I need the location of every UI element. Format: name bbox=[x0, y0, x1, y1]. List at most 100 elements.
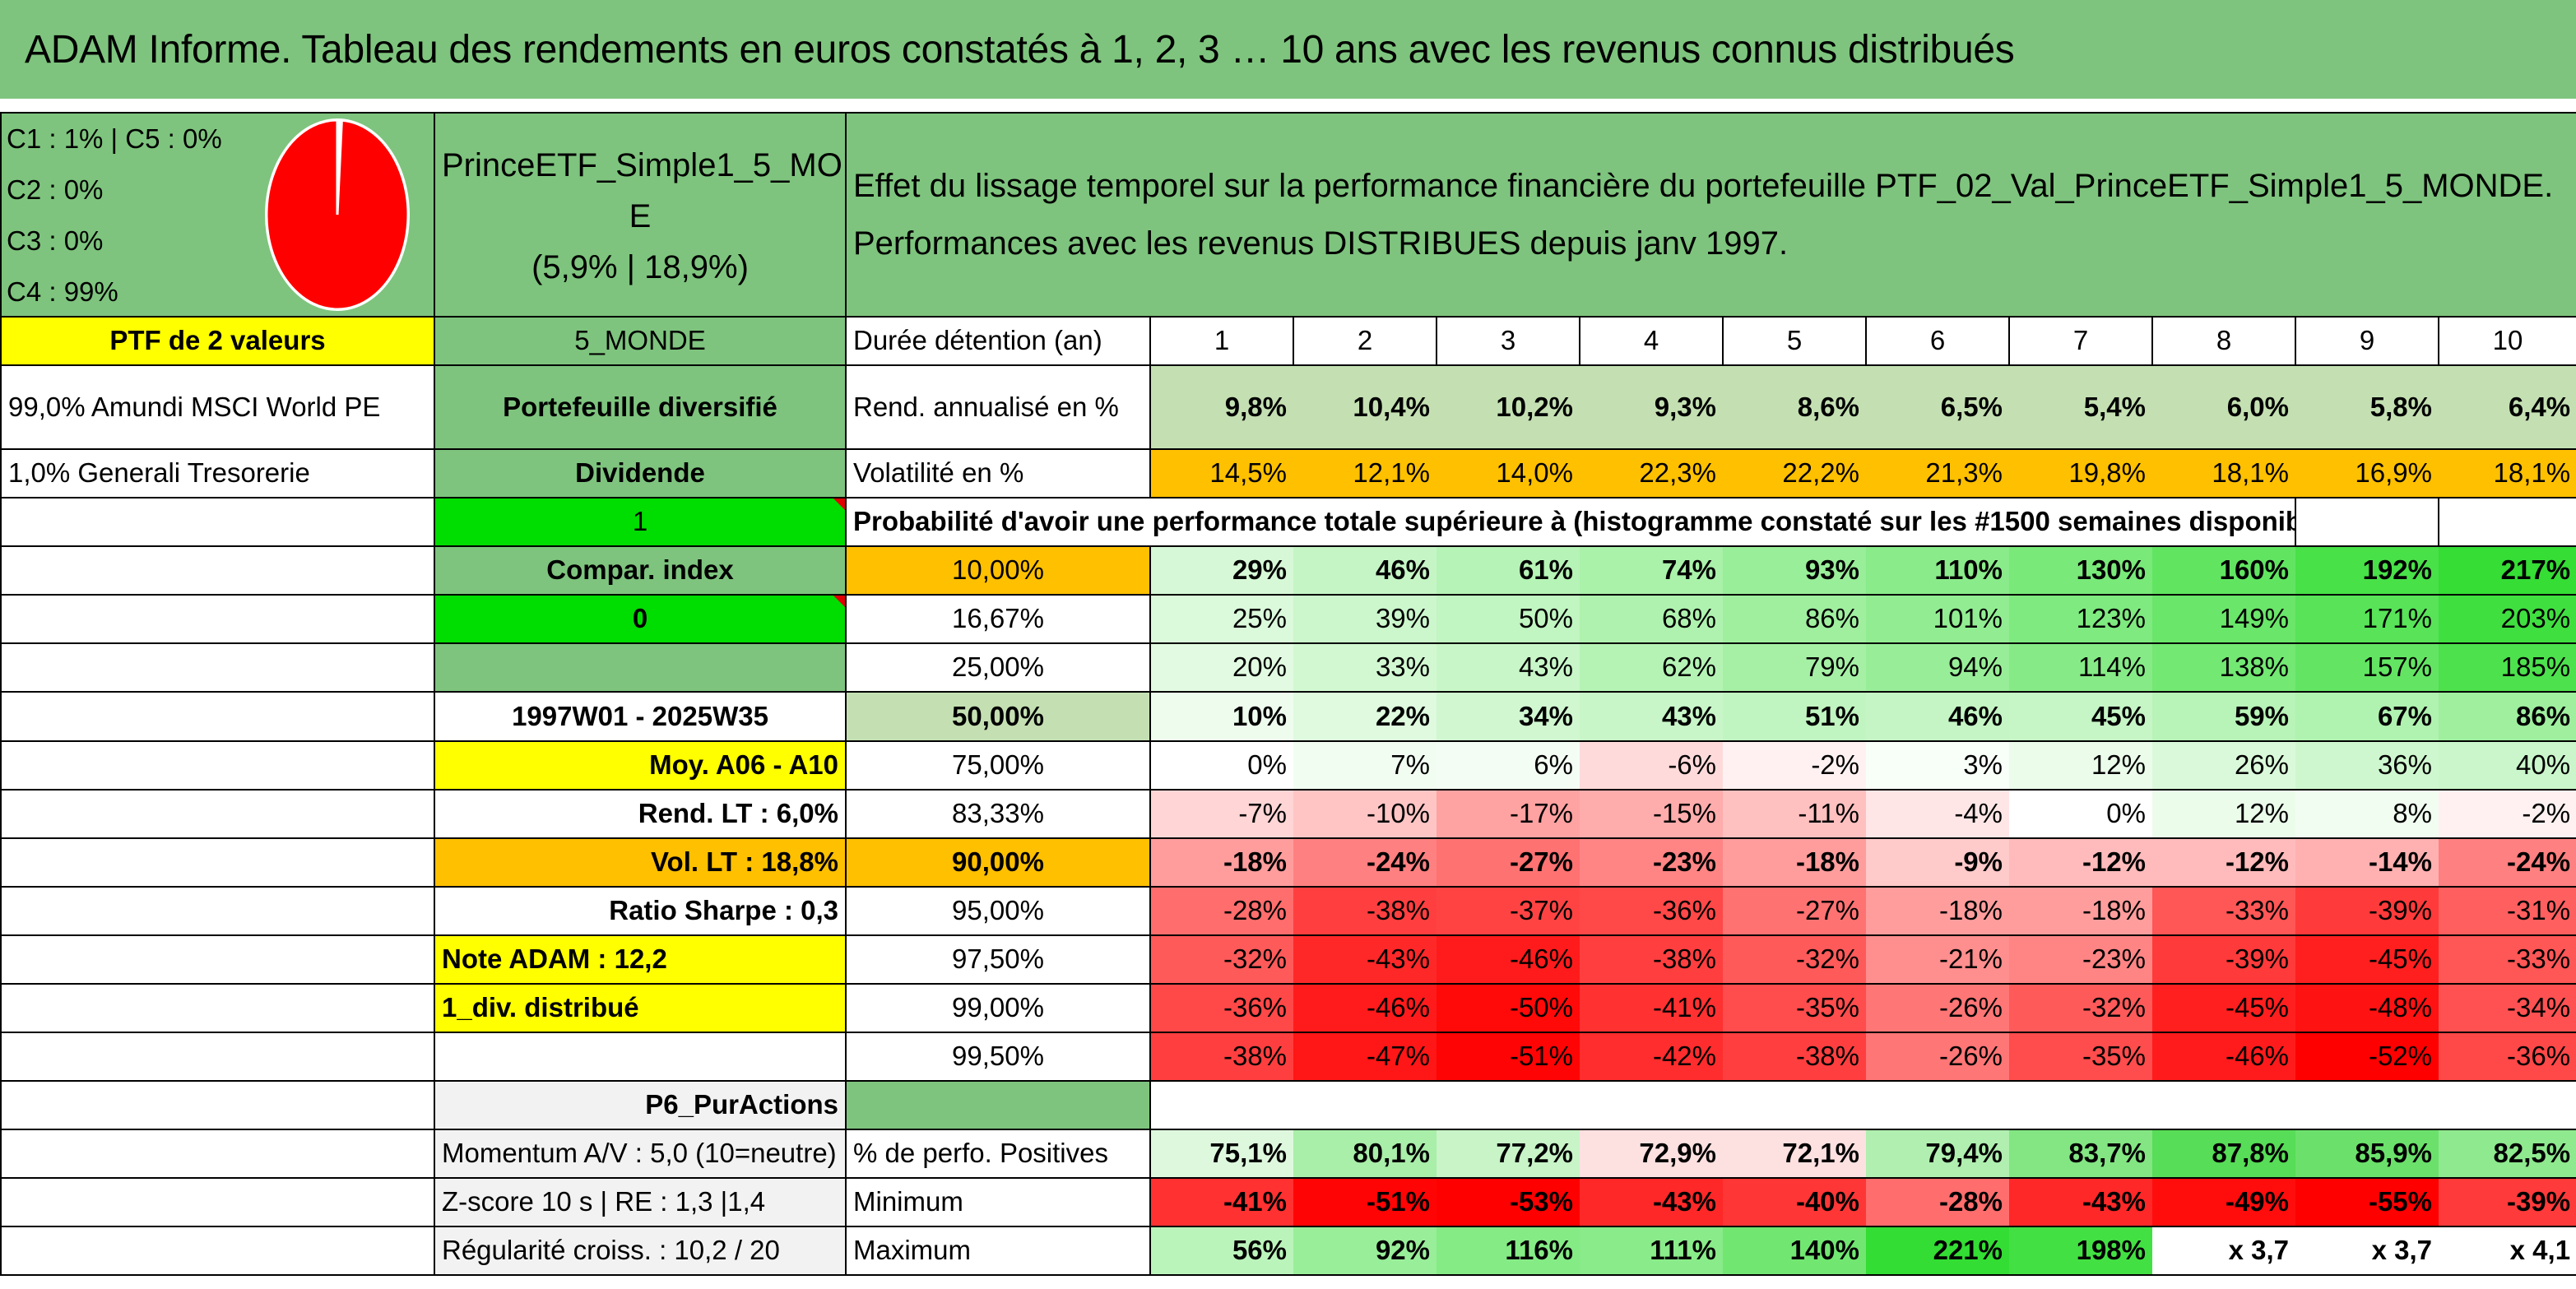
maximum-value: x 4,1 bbox=[2439, 1226, 2576, 1276]
report-title-banner: ADAM Informe. Tableau des rendements en … bbox=[0, 0, 2576, 99]
year-header: 5 bbox=[1722, 316, 1867, 366]
empty-cell bbox=[2009, 1081, 2152, 1129]
allocation-c4: C4 : 99% bbox=[7, 276, 118, 307]
maximum-value: 116% bbox=[1437, 1226, 1580, 1276]
quantile-value: 26% bbox=[2152, 740, 2295, 791]
ptf-count: PTF de 2 valeurs bbox=[0, 316, 435, 366]
quantile-label: 99,00% bbox=[845, 983, 1151, 1033]
quantile-value: 185% bbox=[2439, 642, 2576, 693]
momentum: Momentum A/V : 5,0 (10=neutre) bbox=[434, 1129, 847, 1179]
rend-value: 6,4% bbox=[2439, 364, 2576, 450]
maximum-value: 111% bbox=[1580, 1226, 1723, 1276]
z-score: Z-score 10 s | RE : 1,3 |1,4 bbox=[434, 1177, 847, 1227]
quantile-value: -28% bbox=[1150, 886, 1293, 936]
empty-cell bbox=[0, 837, 435, 888]
minimum-value: -28% bbox=[1866, 1177, 2009, 1227]
quantile-value: -4% bbox=[1866, 789, 2009, 839]
quantile-value: -27% bbox=[1723, 886, 1866, 936]
quantile-value: -34% bbox=[2439, 983, 2576, 1033]
period-range: 1997W01 - 2025W35 bbox=[434, 691, 847, 742]
positives-value: 87,8% bbox=[2152, 1129, 2295, 1179]
vol-value: 16,9% bbox=[2295, 448, 2439, 498]
quantile-value: -45% bbox=[2295, 934, 2439, 985]
quantile-value: 74% bbox=[1580, 545, 1723, 596]
quantile-value: 59% bbox=[2152, 691, 2295, 742]
quantile-value: -31% bbox=[2439, 886, 2576, 936]
empty-cell bbox=[0, 934, 435, 985]
rend-label: Rend. annualisé en % bbox=[845, 364, 1151, 450]
quantile-value: 46% bbox=[1866, 691, 2009, 742]
rend-value: 5,8% bbox=[2295, 364, 2439, 450]
diversification-label: Portefeuille diversifié bbox=[434, 364, 847, 450]
minimum-value: -51% bbox=[1293, 1177, 1437, 1227]
positives-value: 85,9% bbox=[2295, 1129, 2439, 1179]
quantile-value: 123% bbox=[2009, 594, 2152, 644]
quantile-value: 45% bbox=[2009, 691, 2152, 742]
quantile-value: -36% bbox=[2439, 1032, 2576, 1082]
quantile-label: 99,50% bbox=[845, 1032, 1151, 1082]
quantile-value: 171% bbox=[2295, 594, 2439, 644]
quantile-value: 114% bbox=[2009, 642, 2152, 693]
quantile-value: 110% bbox=[1866, 545, 2009, 596]
quantile-label: 97,50% bbox=[845, 934, 1151, 985]
quantile-value: -38% bbox=[1580, 934, 1723, 985]
empty-cell bbox=[0, 594, 435, 644]
quantile-value: 67% bbox=[2295, 691, 2439, 742]
quantile-value: -15% bbox=[1580, 789, 1723, 839]
compar-label: Compar. index bbox=[434, 545, 847, 596]
maximum-value: 198% bbox=[2009, 1226, 2152, 1276]
quantile-value: 203% bbox=[2439, 594, 2576, 644]
quantile-value: -39% bbox=[2295, 886, 2439, 936]
holding-2: 1,0% Generali Tresorerie bbox=[0, 448, 435, 498]
maximum-value: 56% bbox=[1150, 1226, 1293, 1276]
quantile-label: 83,33% bbox=[845, 789, 1151, 839]
allocation-list: C1 : 1% | C5 : 0% C2 : 0% C3 : 0% C4 : 9… bbox=[7, 114, 222, 315]
empty-cell bbox=[2295, 497, 2439, 547]
minimum-value: -39% bbox=[2439, 1177, 2576, 1227]
year-header: 1 bbox=[1149, 316, 1294, 366]
quantile-value: 34% bbox=[1437, 691, 1580, 742]
quantile-label: 90,00% bbox=[845, 837, 1151, 888]
quantile-value: -52% bbox=[2295, 1032, 2439, 1082]
vol-value: 19,8% bbox=[2009, 448, 2152, 498]
empty-cell bbox=[0, 789, 435, 839]
quantile-value: -39% bbox=[2152, 934, 2295, 985]
quantile-label: 50,00% bbox=[845, 691, 1151, 742]
quantile-value: 138% bbox=[2152, 642, 2295, 693]
pie-slice-c4 bbox=[265, 118, 410, 311]
year-header: 6 bbox=[1865, 316, 2010, 366]
fund-stats: (5,9% | 18,9%) bbox=[531, 249, 749, 285]
maximum-value: 92% bbox=[1293, 1226, 1437, 1276]
rend-value: 5,4% bbox=[2009, 364, 2152, 450]
dividend-label: Dividende bbox=[434, 448, 847, 498]
quantile-value: -23% bbox=[2009, 934, 2152, 985]
positives-value: 72,9% bbox=[1580, 1129, 1723, 1179]
allocation-c2: C2 : 0% bbox=[7, 174, 104, 205]
quantile-value: -41% bbox=[1580, 983, 1723, 1033]
minimum-value: -43% bbox=[1580, 1177, 1723, 1227]
quantile-value: 43% bbox=[1437, 642, 1580, 693]
quantile-value: 46% bbox=[1293, 545, 1437, 596]
positives-value: 82,5% bbox=[2439, 1129, 2576, 1179]
quantile-value: -23% bbox=[1580, 837, 1723, 888]
quantile-value: -46% bbox=[1293, 983, 1437, 1033]
empty-cell bbox=[0, 1129, 435, 1179]
empty-cell bbox=[434, 1032, 847, 1082]
quantile-value: -9% bbox=[1866, 837, 2009, 888]
fund-name-wrap: E bbox=[629, 198, 652, 234]
quantile-value: -46% bbox=[2152, 1032, 2295, 1082]
rend-value: 10,2% bbox=[1437, 364, 1580, 450]
year-header: 7 bbox=[2008, 316, 2153, 366]
positives-value: 79,4% bbox=[1866, 1129, 2009, 1179]
positives-value: 80,1% bbox=[1293, 1129, 1437, 1179]
compar-value: 0 bbox=[434, 594, 847, 644]
quantile-label: 75,00% bbox=[845, 740, 1151, 791]
positives-value: 75,1% bbox=[1150, 1129, 1293, 1179]
positives-value: 83,7% bbox=[2009, 1129, 2152, 1179]
quantile-value: 22% bbox=[1293, 691, 1437, 742]
quantile-value: 160% bbox=[2152, 545, 2295, 596]
report-title: ADAM Informe. Tableau des rendements en … bbox=[25, 27, 2015, 72]
empty-cell bbox=[1723, 1081, 1866, 1129]
minimum-value: -41% bbox=[1150, 1177, 1293, 1227]
quantile-value: -2% bbox=[1723, 740, 1866, 791]
